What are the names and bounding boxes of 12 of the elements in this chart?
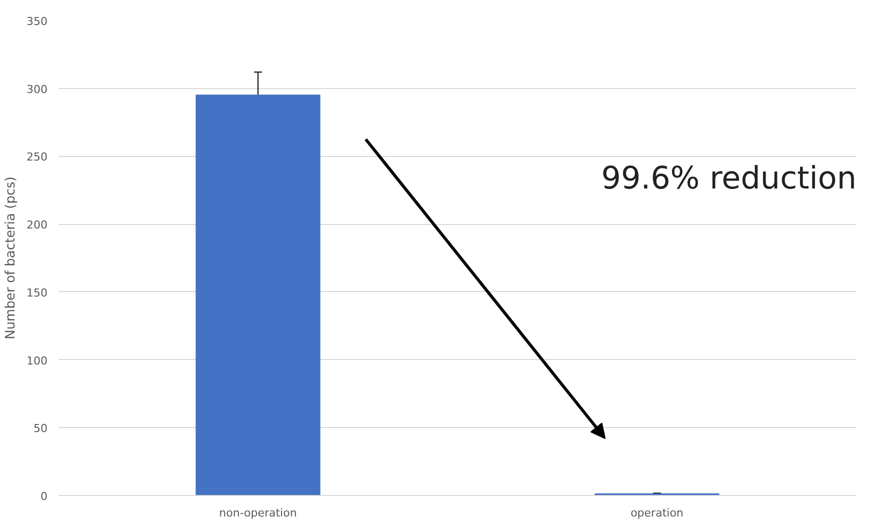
- y-tick-label: 100: [26, 354, 48, 368]
- y-tick-label: 350: [26, 15, 48, 28]
- y-tick-label: 250: [26, 150, 48, 164]
- y-tick-label: 200: [26, 218, 48, 232]
- y-tick-label: 150: [26, 286, 48, 300]
- annotation: 99.6% reduction: [601, 160, 857, 196]
- y-tick-label: 0: [40, 490, 48, 503]
- x-tick-label: non-operation: [219, 506, 297, 520]
- x-tick-label: operation: [630, 506, 684, 520]
- y-tick-label: 300: [26, 82, 48, 96]
- y-axis-title: Number of bacteria (pcs): [4, 176, 19, 340]
- y-tick-label: 50: [34, 422, 48, 436]
